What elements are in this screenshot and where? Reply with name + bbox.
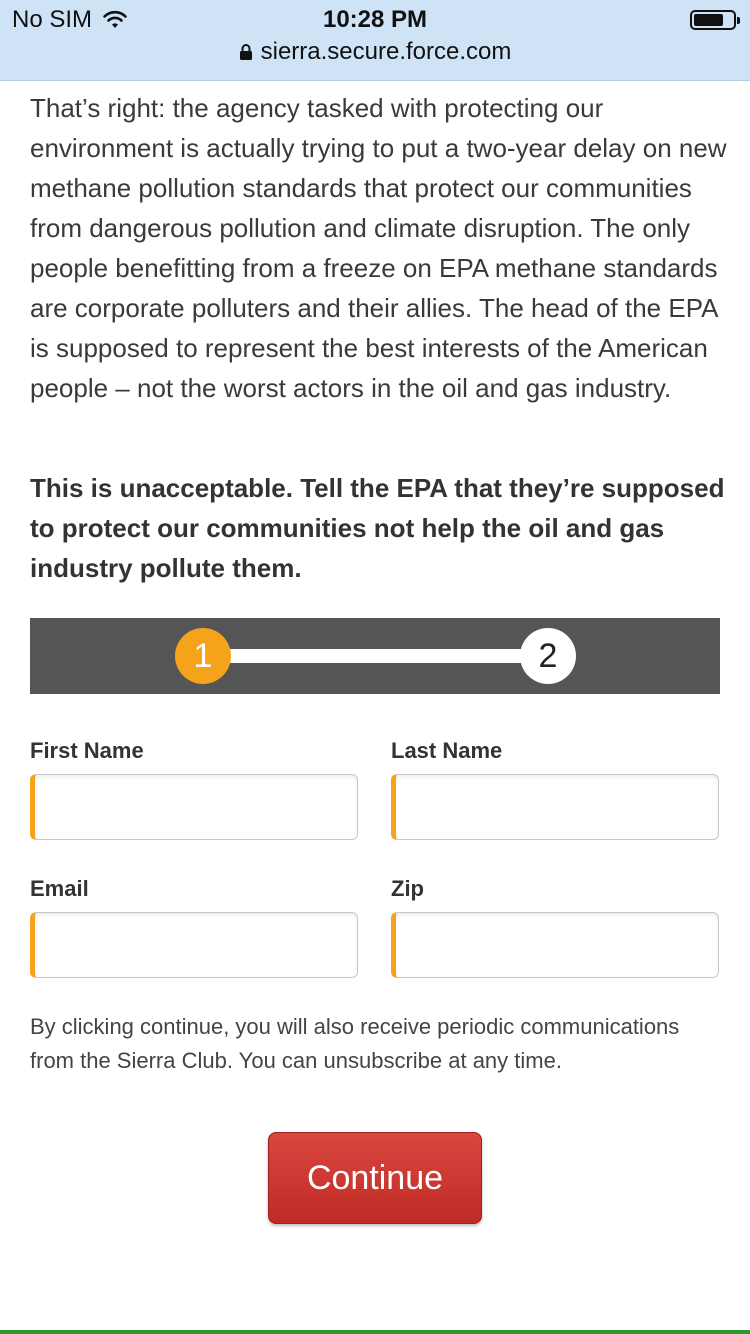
step-2-indicator: 2: [520, 628, 576, 684]
callout-text: This is unacceptable. Tell the EPA that …: [30, 473, 725, 583]
last-name-label: Last Name: [391, 738, 503, 763]
battery-icon: [690, 10, 740, 30]
bottom-accent-bar: [0, 1330, 750, 1334]
body-paragraph: That’s right: the agency tasked with pro…: [30, 93, 727, 403]
status-bar: No SIM 10:28 PM sierra.secure.force.com: [0, 0, 750, 81]
url-bar[interactable]: sierra.secure.force.com: [0, 38, 750, 66]
battery-level: [694, 14, 724, 26]
step-1-indicator: 1: [175, 628, 231, 684]
email-label: Email: [30, 876, 89, 901]
wifi-icon: [103, 10, 127, 28]
zip-field[interactable]: [391, 912, 719, 978]
progress-stepper: 1 2: [30, 618, 720, 694]
carrier-group: No SIM: [12, 6, 128, 34]
continue-button[interactable]: Continue: [268, 1132, 482, 1224]
url-text: sierra.secure.force.com: [260, 38, 512, 65]
carrier-label: No SIM: [12, 6, 93, 33]
disclaimer-text: By clicking continue, you will also rece…: [30, 1014, 680, 1073]
first-name-field[interactable]: [30, 774, 358, 840]
email-field[interactable]: [30, 912, 358, 978]
first-name-label: First Name: [30, 738, 144, 763]
stepper-connector: [202, 649, 548, 663]
clock: 10:28 PM: [322, 6, 428, 33]
lock-icon: [239, 44, 252, 60]
last-name-field[interactable]: [391, 774, 719, 840]
zip-label: Zip: [391, 876, 424, 901]
